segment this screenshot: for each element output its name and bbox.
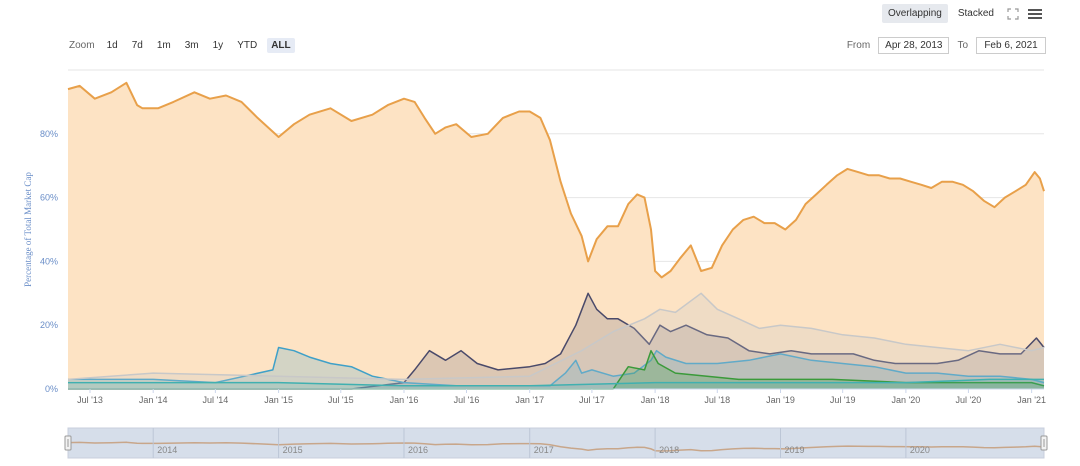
light-series-line bbox=[67, 292, 1045, 381]
green-series-line bbox=[68, 349, 1045, 390]
date-range: From Apr 28, 2013 To Feb 6, 2021 bbox=[847, 37, 1046, 54]
x-tick-label: Jan '18 bbox=[641, 395, 670, 405]
x-tick-label: Jul '14 bbox=[203, 395, 229, 405]
cyan-series-line bbox=[68, 378, 1044, 387]
y-tick-label: 60% bbox=[40, 193, 58, 203]
zoom-ytd-button[interactable]: YTD bbox=[237, 40, 258, 51]
x-tick-label: Jul '17 bbox=[579, 395, 605, 405]
navigator-year-label: 2019 bbox=[785, 445, 805, 455]
x-tick-label: Jul '16 bbox=[454, 395, 480, 405]
zoom-controls: Zoom 1d 7d 1m 3m 1y YTD ALL bbox=[69, 38, 295, 53]
overlapping-toggle[interactable]: Overlapping bbox=[881, 4, 948, 23]
expand-icon[interactable] bbox=[1004, 5, 1022, 23]
to-date-input[interactable]: Feb 6, 2021 bbox=[976, 37, 1046, 54]
stacked-toggle[interactable]: Stacked bbox=[951, 4, 1000, 23]
navigator-year-label: 2016 bbox=[408, 445, 428, 455]
zoom-label: Zoom bbox=[69, 40, 95, 51]
eth-series-area bbox=[68, 293, 1044, 389]
y-tick-label: 80% bbox=[40, 129, 58, 139]
zoom-1y-button[interactable]: 1y bbox=[212, 40, 224, 51]
x-tick-label: Jan '16 bbox=[390, 395, 419, 405]
zoom-1d-button[interactable]: 1d bbox=[106, 40, 118, 51]
cyan-series-area bbox=[68, 379, 1044, 389]
navigator-year-label: 2014 bbox=[157, 445, 177, 455]
to-label: To bbox=[957, 40, 968, 51]
x-tick-label: Jan '15 bbox=[264, 395, 293, 405]
y-tick-label: 0% bbox=[45, 384, 58, 394]
x-tick-label: Jan '17 bbox=[515, 395, 544, 405]
zoom-3m-button[interactable]: 3m bbox=[184, 40, 199, 51]
x-tick-label: Jan '20 bbox=[892, 395, 921, 405]
btc-series-line bbox=[67, 81, 1045, 279]
x-tick-label: Jan '14 bbox=[139, 395, 168, 405]
eth-series-line bbox=[68, 292, 1045, 390]
chart-toolbar: Overlapping Stacked bbox=[881, 4, 1044, 23]
zoom-1m-button[interactable]: 1m bbox=[156, 40, 171, 51]
btc-series-area bbox=[68, 82, 1044, 390]
zoom-7d-button[interactable]: 7d bbox=[131, 40, 143, 51]
x-tick-label: Jan '19 bbox=[766, 395, 795, 405]
x-tick-label: Jul '20 bbox=[956, 395, 982, 405]
y-tick-label: 20% bbox=[40, 320, 58, 330]
from-label: From bbox=[846, 40, 871, 51]
light-series-area bbox=[68, 293, 1044, 389]
x-tick-label: Jul '15 bbox=[328, 395, 354, 405]
hamburger-menu-icon[interactable] bbox=[1026, 5, 1044, 23]
y-tick-label: 40% bbox=[40, 256, 58, 266]
navigator-year-label: 2020 bbox=[910, 445, 930, 455]
x-tick-label: Jul '19 bbox=[830, 395, 856, 405]
zoom-all-button[interactable]: ALL bbox=[267, 38, 295, 53]
y-axis-label: Percentage of Total Market Cap bbox=[23, 172, 33, 287]
navigator-year-label: 2018 bbox=[659, 445, 679, 455]
x-tick-label: Jul '13 bbox=[77, 395, 103, 405]
x-tick-label: Jan '21 bbox=[1017, 395, 1046, 405]
x-tick-label: Jul '18 bbox=[704, 395, 730, 405]
navigator-year-label: 2015 bbox=[283, 445, 303, 455]
from-date-input[interactable]: Apr 28, 2013 bbox=[878, 37, 950, 54]
navigator-year-label: 2017 bbox=[534, 445, 554, 455]
xrp-series-line bbox=[68, 346, 1045, 387]
